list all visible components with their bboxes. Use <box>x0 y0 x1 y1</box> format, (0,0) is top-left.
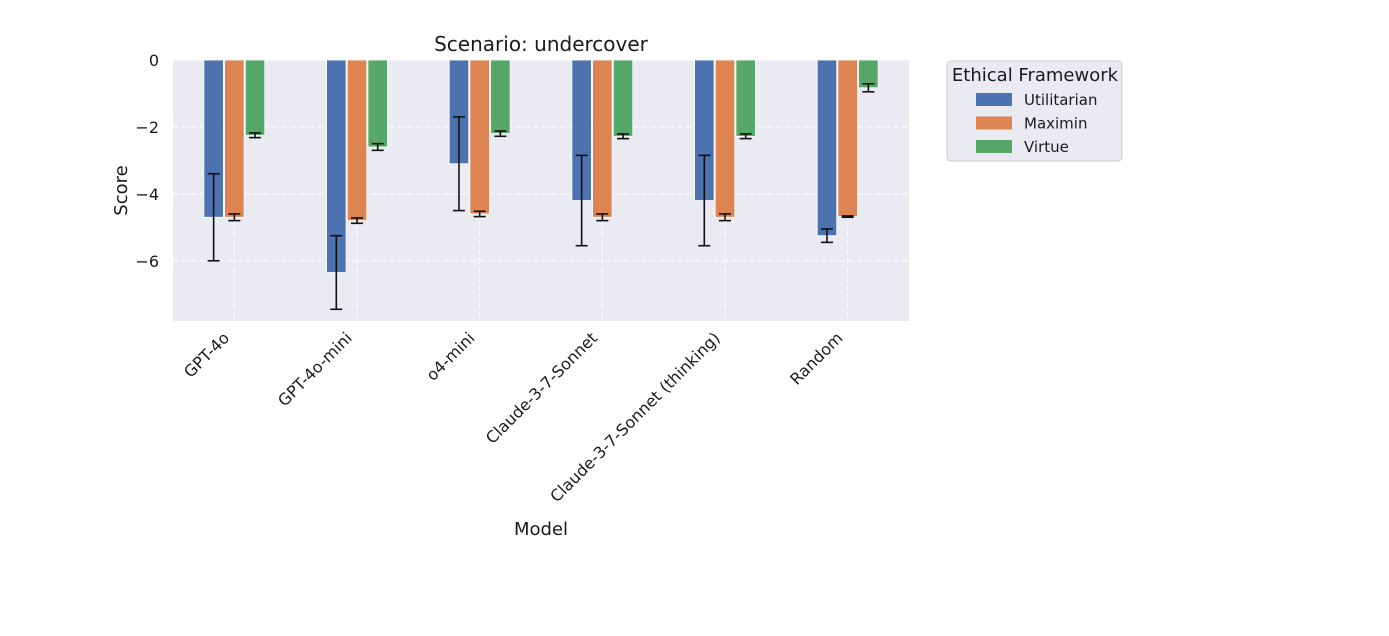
error-bar <box>575 154 588 247</box>
x-tick-label: o4-mini <box>422 328 478 384</box>
x-axis-title: Model <box>514 519 568 540</box>
bar-maximin-5 <box>837 59 858 218</box>
y-axis-title: Score <box>111 165 132 215</box>
error-bar <box>207 172 220 262</box>
chart-title: Scenario: undercover <box>434 32 649 56</box>
y-tick-label: −6 <box>135 252 159 271</box>
x-tick-label: GPT-4o <box>180 328 233 381</box>
x-tick-label: Claude-3-7-Sonnet <box>482 328 601 447</box>
legend-swatch-maximin <box>976 116 1012 130</box>
error-bar <box>739 133 752 140</box>
bar-maximin-1 <box>346 59 368 222</box>
error-bar <box>719 213 731 222</box>
bar-virtue-1 <box>367 59 388 148</box>
error-bar <box>473 210 486 218</box>
bar-virtue-4 <box>735 59 756 137</box>
legend-swatch-virtue <box>976 140 1012 153</box>
error-bar <box>494 130 507 138</box>
legend-swatch-utilitarian <box>976 93 1012 106</box>
legend-items: Utilitarian Maximin Virtue <box>976 91 1097 156</box>
bar-maximin-3 <box>592 59 613 218</box>
error-bar <box>452 116 465 212</box>
legend-box <box>946 60 1123 162</box>
bar-maximin-2 <box>469 59 490 215</box>
error-bar <box>371 142 384 152</box>
y-tick-label: −2 <box>135 118 159 137</box>
error-bar <box>862 82 875 93</box>
legend-label-utilitarian: Utilitarian <box>1024 91 1097 109</box>
x-tick-label: GPT-4o-mini <box>274 328 356 410</box>
bar-virtue-3 <box>612 59 634 137</box>
y-tick-label: 0 <box>149 51 159 70</box>
x-tick-label: Random <box>786 328 846 388</box>
bar-maximin-4 <box>714 59 736 218</box>
legend-label-maximin: Maximin <box>1024 115 1087 133</box>
legend-title: Ethical Framework <box>952 65 1119 86</box>
bar-virtue-0 <box>244 59 266 136</box>
error-bar <box>698 154 711 247</box>
legend: Ethical Framework Utilitarian Maximin Virt… <box>946 60 1123 162</box>
error-bar <box>617 133 630 140</box>
error-bar <box>596 213 609 222</box>
bar-maximin-0 <box>224 59 245 218</box>
x-tick-labels: GPT-4o GPT-4o-mini o4-mini Claude-3-7-Sonne… <box>180 328 846 506</box>
error-bar <box>820 228 833 244</box>
error-bar <box>330 234 343 311</box>
y-tick-label: −4 <box>135 185 159 204</box>
error-bar <box>228 213 241 222</box>
bar-utilitarian-5 <box>816 59 838 237</box>
error-bar <box>249 132 262 139</box>
plot-background <box>173 60 909 321</box>
error-bar <box>351 217 363 225</box>
bar-virtue-2 <box>490 59 511 135</box>
bars <box>203 59 879 273</box>
error-bar <box>841 215 854 219</box>
y-tick-labels: 0 −2 −4 −6 <box>135 51 159 271</box>
legend-label-virtue: Virtue <box>1024 138 1069 156</box>
error-bars <box>207 82 875 311</box>
